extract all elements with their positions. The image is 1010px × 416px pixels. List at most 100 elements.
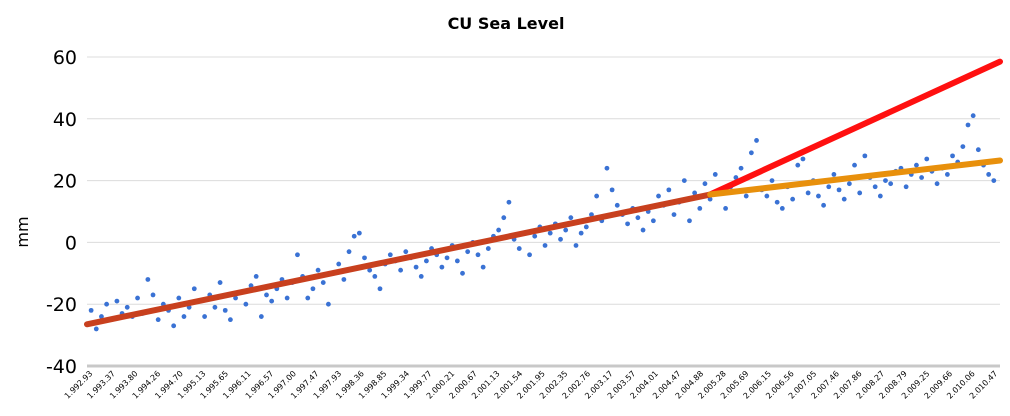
data-point bbox=[919, 175, 924, 180]
data-point bbox=[356, 230, 362, 236]
data-point bbox=[944, 172, 950, 177]
data-point bbox=[583, 224, 589, 230]
data-point bbox=[264, 292, 269, 298]
data-point bbox=[970, 113, 976, 119]
data-point bbox=[527, 252, 532, 258]
data-point bbox=[877, 193, 883, 199]
data-point bbox=[439, 264, 445, 270]
gridlines bbox=[87, 56, 1000, 368]
data-point bbox=[336, 261, 342, 267]
data-point bbox=[418, 273, 424, 279]
data-point bbox=[743, 193, 749, 199]
data-point bbox=[501, 215, 507, 221]
data-point bbox=[243, 301, 249, 307]
data-point bbox=[578, 230, 584, 236]
data-point bbox=[310, 286, 316, 292]
data-point bbox=[712, 172, 718, 177]
data-point bbox=[800, 156, 806, 162]
data-point bbox=[604, 165, 610, 171]
data-point bbox=[609, 187, 615, 193]
y-tick-label: -20 bbox=[46, 294, 77, 316]
data-point bbox=[625, 221, 630, 227]
data-point bbox=[568, 215, 574, 221]
data-point bbox=[836, 187, 842, 193]
data-point bbox=[687, 218, 692, 224]
data-point bbox=[614, 202, 620, 208]
data-point bbox=[852, 162, 857, 168]
data-point bbox=[594, 193, 600, 199]
data-point bbox=[965, 122, 971, 128]
y-axis-label: mm bbox=[13, 216, 32, 247]
data-point bbox=[821, 202, 826, 208]
y-tick-label: 20 bbox=[53, 171, 77, 193]
data-point bbox=[805, 190, 811, 196]
y-tick-label: 0 bbox=[65, 232, 77, 254]
data-point bbox=[145, 277, 151, 282]
data-point bbox=[295, 252, 300, 258]
data-point bbox=[88, 307, 94, 313]
data-point bbox=[950, 153, 955, 159]
y-tick-labels: -40 -20 0 20 40 60 bbox=[46, 47, 77, 378]
data-point bbox=[707, 196, 713, 202]
data-point bbox=[924, 156, 930, 162]
data-point bbox=[960, 144, 966, 150]
data-point bbox=[99, 314, 104, 319]
data-point bbox=[485, 246, 491, 251]
data-point bbox=[315, 267, 321, 273]
data-point bbox=[738, 165, 744, 171]
data-point bbox=[222, 307, 228, 313]
data-point bbox=[496, 227, 502, 233]
data-point bbox=[217, 280, 223, 285]
data-point bbox=[748, 150, 754, 156]
data-point bbox=[150, 292, 156, 298]
data-point bbox=[671, 212, 677, 217]
data-point bbox=[650, 218, 656, 224]
chart-title: CU Sea Level bbox=[448, 14, 565, 33]
data-point bbox=[769, 178, 775, 184]
y-tick-label: 40 bbox=[53, 109, 77, 131]
data-point bbox=[93, 326, 99, 332]
data-point bbox=[986, 172, 992, 177]
data-point bbox=[991, 178, 997, 184]
data-point bbox=[155, 317, 161, 323]
data-point bbox=[779, 206, 785, 211]
data-point bbox=[635, 215, 641, 221]
data-point bbox=[754, 138, 759, 143]
y-tick-label: 60 bbox=[53, 47, 77, 69]
data-point bbox=[914, 162, 919, 168]
data-point bbox=[764, 193, 770, 199]
data-point bbox=[656, 193, 661, 199]
data-point bbox=[790, 196, 796, 202]
data-point bbox=[774, 199, 780, 205]
data-point bbox=[377, 286, 383, 292]
data-point bbox=[542, 243, 548, 248]
data-point bbox=[934, 181, 940, 187]
data-point bbox=[104, 301, 110, 307]
data-point bbox=[227, 317, 233, 323]
data-point bbox=[351, 233, 357, 239]
data-point bbox=[816, 193, 821, 199]
data-point bbox=[733, 175, 739, 180]
data-point bbox=[666, 187, 672, 193]
data-point bbox=[258, 314, 264, 319]
data-point bbox=[558, 236, 563, 242]
data-point bbox=[114, 298, 120, 304]
data-point bbox=[398, 267, 404, 273]
data-point bbox=[362, 255, 367, 261]
data-point bbox=[202, 314, 208, 319]
data-point bbox=[872, 184, 878, 190]
data-point bbox=[367, 267, 373, 273]
data-point bbox=[233, 295, 238, 301]
data-point bbox=[460, 270, 465, 276]
data-point bbox=[465, 249, 471, 255]
trend-line bbox=[707, 157, 1003, 198]
data-point bbox=[697, 206, 703, 211]
data-point bbox=[212, 304, 218, 310]
data-point bbox=[284, 295, 290, 301]
data-point bbox=[475, 252, 481, 258]
data-point bbox=[831, 172, 837, 177]
data-point bbox=[888, 181, 894, 187]
data-point bbox=[702, 181, 708, 187]
data-point bbox=[857, 190, 863, 196]
data-point bbox=[532, 233, 538, 239]
